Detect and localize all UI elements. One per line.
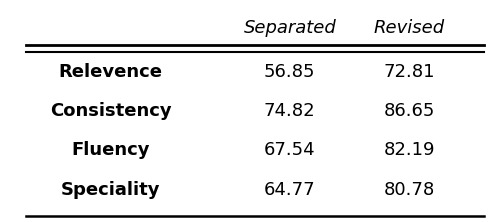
Text: Relevence: Relevence [59, 63, 163, 81]
Text: Consistency: Consistency [50, 102, 172, 120]
Text: Revised: Revised [374, 19, 444, 37]
Text: 80.78: 80.78 [384, 181, 434, 199]
Text: 82.19: 82.19 [384, 141, 435, 159]
Text: 56.85: 56.85 [264, 63, 316, 81]
Text: Separated: Separated [244, 19, 336, 37]
Text: Fluency: Fluency [72, 141, 150, 159]
Text: 72.81: 72.81 [384, 63, 435, 81]
Text: Speciality: Speciality [61, 181, 160, 199]
Text: 86.65: 86.65 [384, 102, 435, 120]
Text: 74.82: 74.82 [264, 102, 316, 120]
Text: 64.77: 64.77 [264, 181, 316, 199]
Text: 67.54: 67.54 [264, 141, 316, 159]
